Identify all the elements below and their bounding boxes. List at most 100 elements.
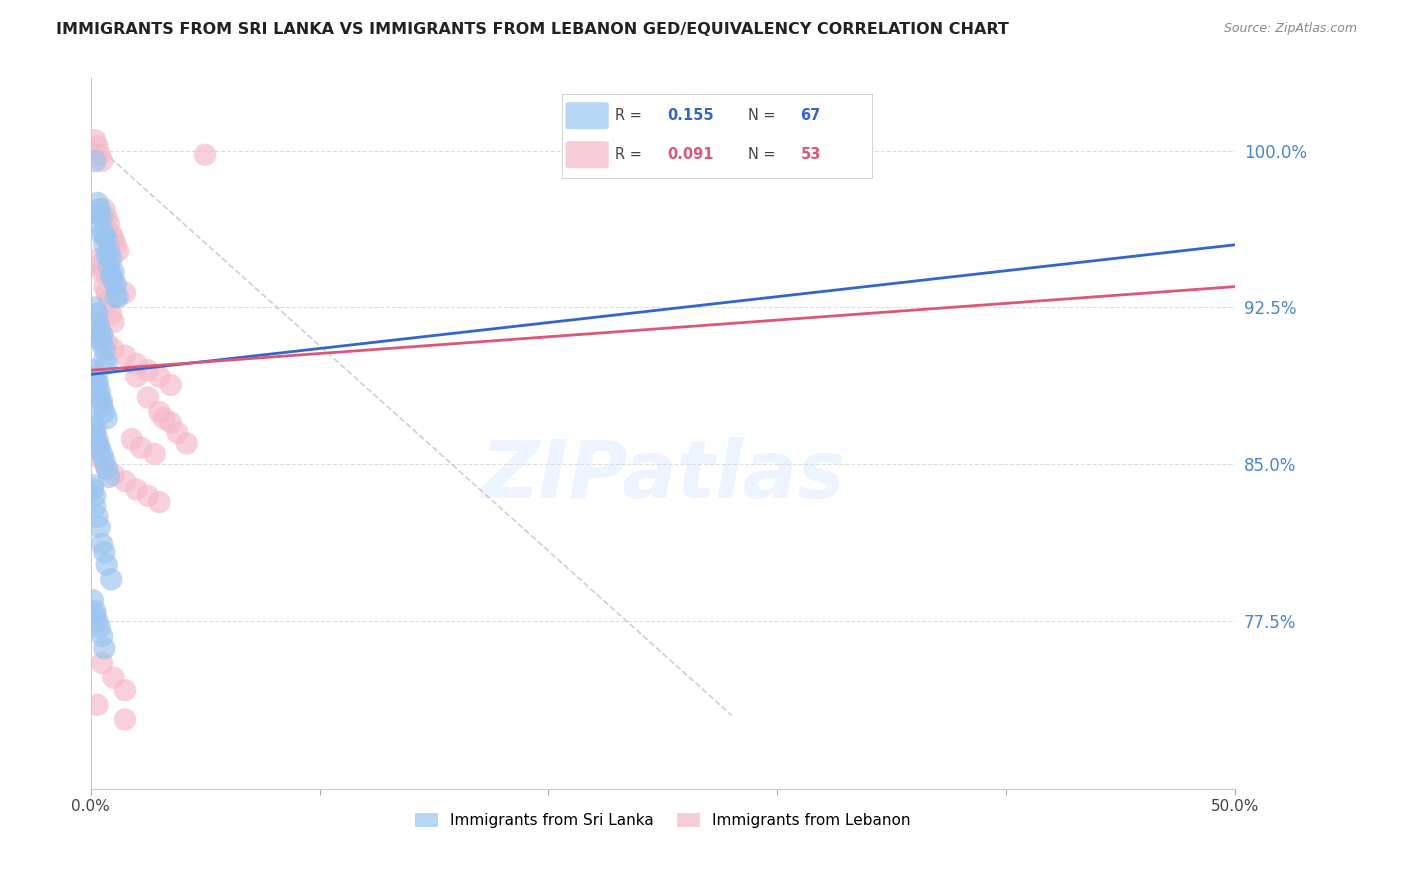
Point bbox=[91, 227, 114, 242]
Point bbox=[107, 244, 129, 258]
Text: R =: R = bbox=[614, 147, 647, 161]
Point bbox=[100, 573, 122, 587]
Point bbox=[93, 343, 115, 357]
Legend: Immigrants from Sri Lanka, Immigrants from Lebanon: Immigrants from Sri Lanka, Immigrants fr… bbox=[409, 807, 917, 834]
Point bbox=[86, 614, 108, 628]
Point bbox=[93, 279, 115, 293]
Point bbox=[93, 405, 115, 419]
Point bbox=[86, 377, 108, 392]
Point bbox=[97, 244, 120, 258]
Point bbox=[103, 671, 125, 685]
Point bbox=[91, 211, 114, 225]
Point bbox=[121, 432, 143, 446]
Point bbox=[136, 391, 159, 405]
Point bbox=[86, 374, 108, 388]
Point bbox=[148, 495, 170, 509]
Point bbox=[97, 470, 120, 484]
Point bbox=[114, 713, 136, 727]
Point bbox=[125, 369, 148, 384]
Point bbox=[114, 683, 136, 698]
Point bbox=[93, 352, 115, 367]
Point bbox=[91, 447, 114, 461]
Point bbox=[96, 461, 118, 475]
Point bbox=[93, 641, 115, 656]
Point bbox=[82, 478, 104, 492]
Point bbox=[143, 447, 166, 461]
Point bbox=[96, 285, 118, 300]
Point bbox=[91, 327, 114, 342]
Point bbox=[86, 441, 108, 455]
Point bbox=[96, 231, 118, 245]
Point bbox=[148, 405, 170, 419]
Point bbox=[89, 202, 111, 217]
Point bbox=[84, 301, 107, 315]
Point bbox=[107, 290, 129, 304]
Point bbox=[103, 343, 125, 357]
Point bbox=[148, 369, 170, 384]
Point bbox=[82, 416, 104, 430]
Point bbox=[93, 227, 115, 242]
Point bbox=[100, 252, 122, 267]
Point bbox=[89, 384, 111, 399]
Text: 53: 53 bbox=[800, 147, 821, 161]
FancyBboxPatch shape bbox=[565, 103, 609, 129]
Point bbox=[96, 336, 118, 351]
Point bbox=[194, 148, 217, 162]
Point bbox=[91, 265, 114, 279]
Point bbox=[84, 133, 107, 147]
Point bbox=[93, 237, 115, 252]
Point bbox=[84, 369, 107, 384]
Point bbox=[114, 474, 136, 488]
Point bbox=[100, 269, 122, 284]
Point bbox=[103, 231, 125, 245]
Text: 0.155: 0.155 bbox=[668, 108, 714, 123]
Point bbox=[89, 620, 111, 634]
Point bbox=[86, 307, 108, 321]
Point bbox=[96, 411, 118, 425]
Point bbox=[159, 416, 181, 430]
Point bbox=[89, 259, 111, 273]
Point bbox=[114, 349, 136, 363]
Point bbox=[91, 656, 114, 670]
Point bbox=[125, 357, 148, 371]
Point bbox=[91, 537, 114, 551]
Text: ZIPatlas: ZIPatlas bbox=[481, 437, 845, 515]
Text: IMMIGRANTS FROM SRI LANKA VS IMMIGRANTS FROM LEBANON GED/EQUIVALENCY CORRELATION: IMMIGRANTS FROM SRI LANKA VS IMMIGRANTS … bbox=[56, 22, 1010, 37]
Point bbox=[166, 425, 188, 440]
Point bbox=[86, 321, 108, 335]
Point bbox=[86, 436, 108, 450]
Point bbox=[104, 290, 127, 304]
Point bbox=[86, 206, 108, 220]
Point bbox=[82, 483, 104, 497]
Point bbox=[89, 217, 111, 231]
Point bbox=[89, 441, 111, 455]
Point bbox=[84, 604, 107, 618]
Point bbox=[97, 294, 120, 309]
Point bbox=[125, 483, 148, 497]
Point bbox=[86, 509, 108, 524]
Point bbox=[104, 237, 127, 252]
Point bbox=[96, 248, 118, 262]
Point bbox=[82, 593, 104, 607]
Point bbox=[86, 139, 108, 153]
Point bbox=[103, 273, 125, 287]
Text: R =: R = bbox=[614, 108, 647, 123]
Point bbox=[89, 148, 111, 162]
Point bbox=[84, 499, 107, 513]
Text: 67: 67 bbox=[800, 108, 821, 123]
Point bbox=[93, 202, 115, 217]
Point bbox=[89, 520, 111, 534]
Point bbox=[96, 357, 118, 371]
Point bbox=[96, 461, 118, 475]
Point bbox=[84, 419, 107, 434]
Point bbox=[82, 363, 104, 377]
Point bbox=[89, 391, 111, 405]
Point bbox=[86, 252, 108, 267]
Point bbox=[89, 321, 111, 335]
Point bbox=[86, 698, 108, 712]
Point bbox=[136, 489, 159, 503]
Point bbox=[103, 467, 125, 482]
Point bbox=[84, 425, 107, 440]
Point bbox=[91, 154, 114, 169]
Point bbox=[91, 336, 114, 351]
